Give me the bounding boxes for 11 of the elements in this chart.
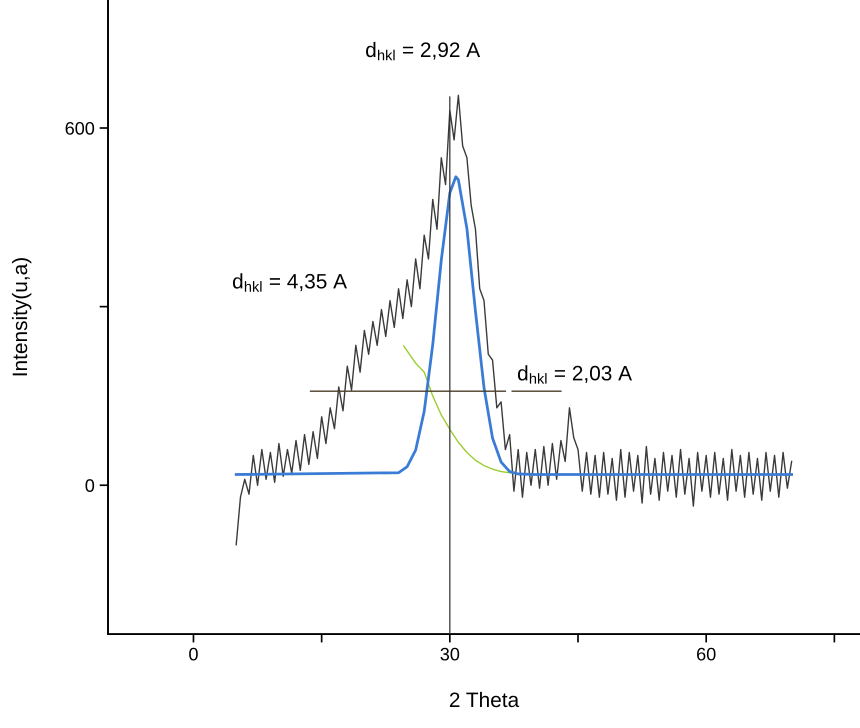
y-tick-label: 600 xyxy=(66,122,94,135)
y-axis-title: Intensity(u,a) xyxy=(12,258,32,376)
x-axis-title: 2 Theta xyxy=(450,692,520,708)
x-tick-label: 30 xyxy=(440,648,460,661)
line-series xyxy=(402,345,515,474)
annotation: d$_{hkl}$ = 2,92 A xyxy=(366,42,480,60)
annotation: d$_{hkl}$ = 4,35 A xyxy=(232,273,347,292)
x-tick-label: 60 xyxy=(697,648,716,661)
annotation: d$_{hkl}$ = 2,03 A xyxy=(518,365,632,384)
x-tick-label: 0 xyxy=(189,648,198,661)
line-series xyxy=(234,175,794,476)
